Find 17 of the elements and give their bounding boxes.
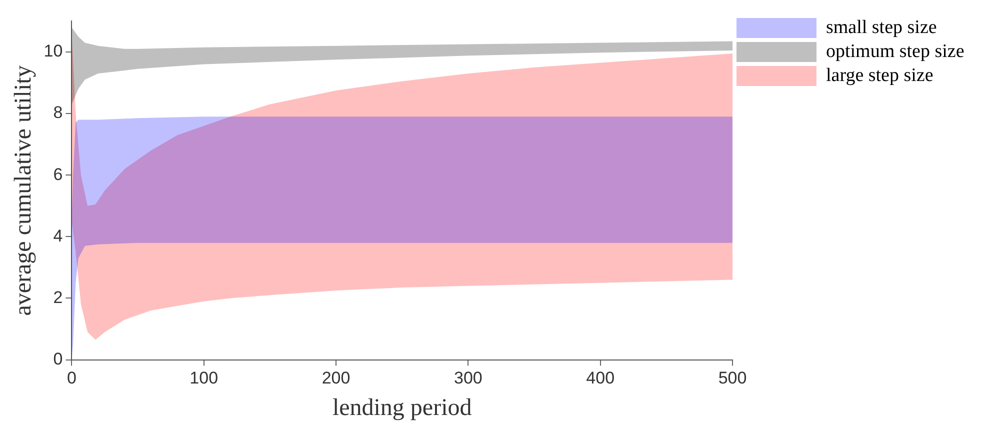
y-tick-label: 8	[53, 103, 63, 122]
x-axis-title: lending period	[332, 394, 472, 421]
y-tick-label: 2	[53, 288, 63, 307]
x-tick-label: 0	[66, 368, 76, 388]
y-tick-label: 0	[53, 349, 63, 368]
y-tick-label: 4	[53, 226, 63, 246]
x-tick-label: 400	[586, 368, 615, 388]
x-tick-label: 200	[322, 368, 350, 388]
x-tick-label: 300	[454, 368, 482, 388]
legend-label: optimum step size	[826, 40, 964, 62]
y-tick-label: 10	[44, 42, 63, 61]
legend-label: large step size	[826, 64, 934, 86]
x-tick-label: 500	[718, 368, 747, 388]
x-tick-label: 100	[190, 368, 218, 388]
y-axis-title: average cumulative utility	[10, 65, 37, 316]
y-tick-label: 6	[53, 164, 63, 184]
legend-label: small step size	[826, 16, 937, 38]
